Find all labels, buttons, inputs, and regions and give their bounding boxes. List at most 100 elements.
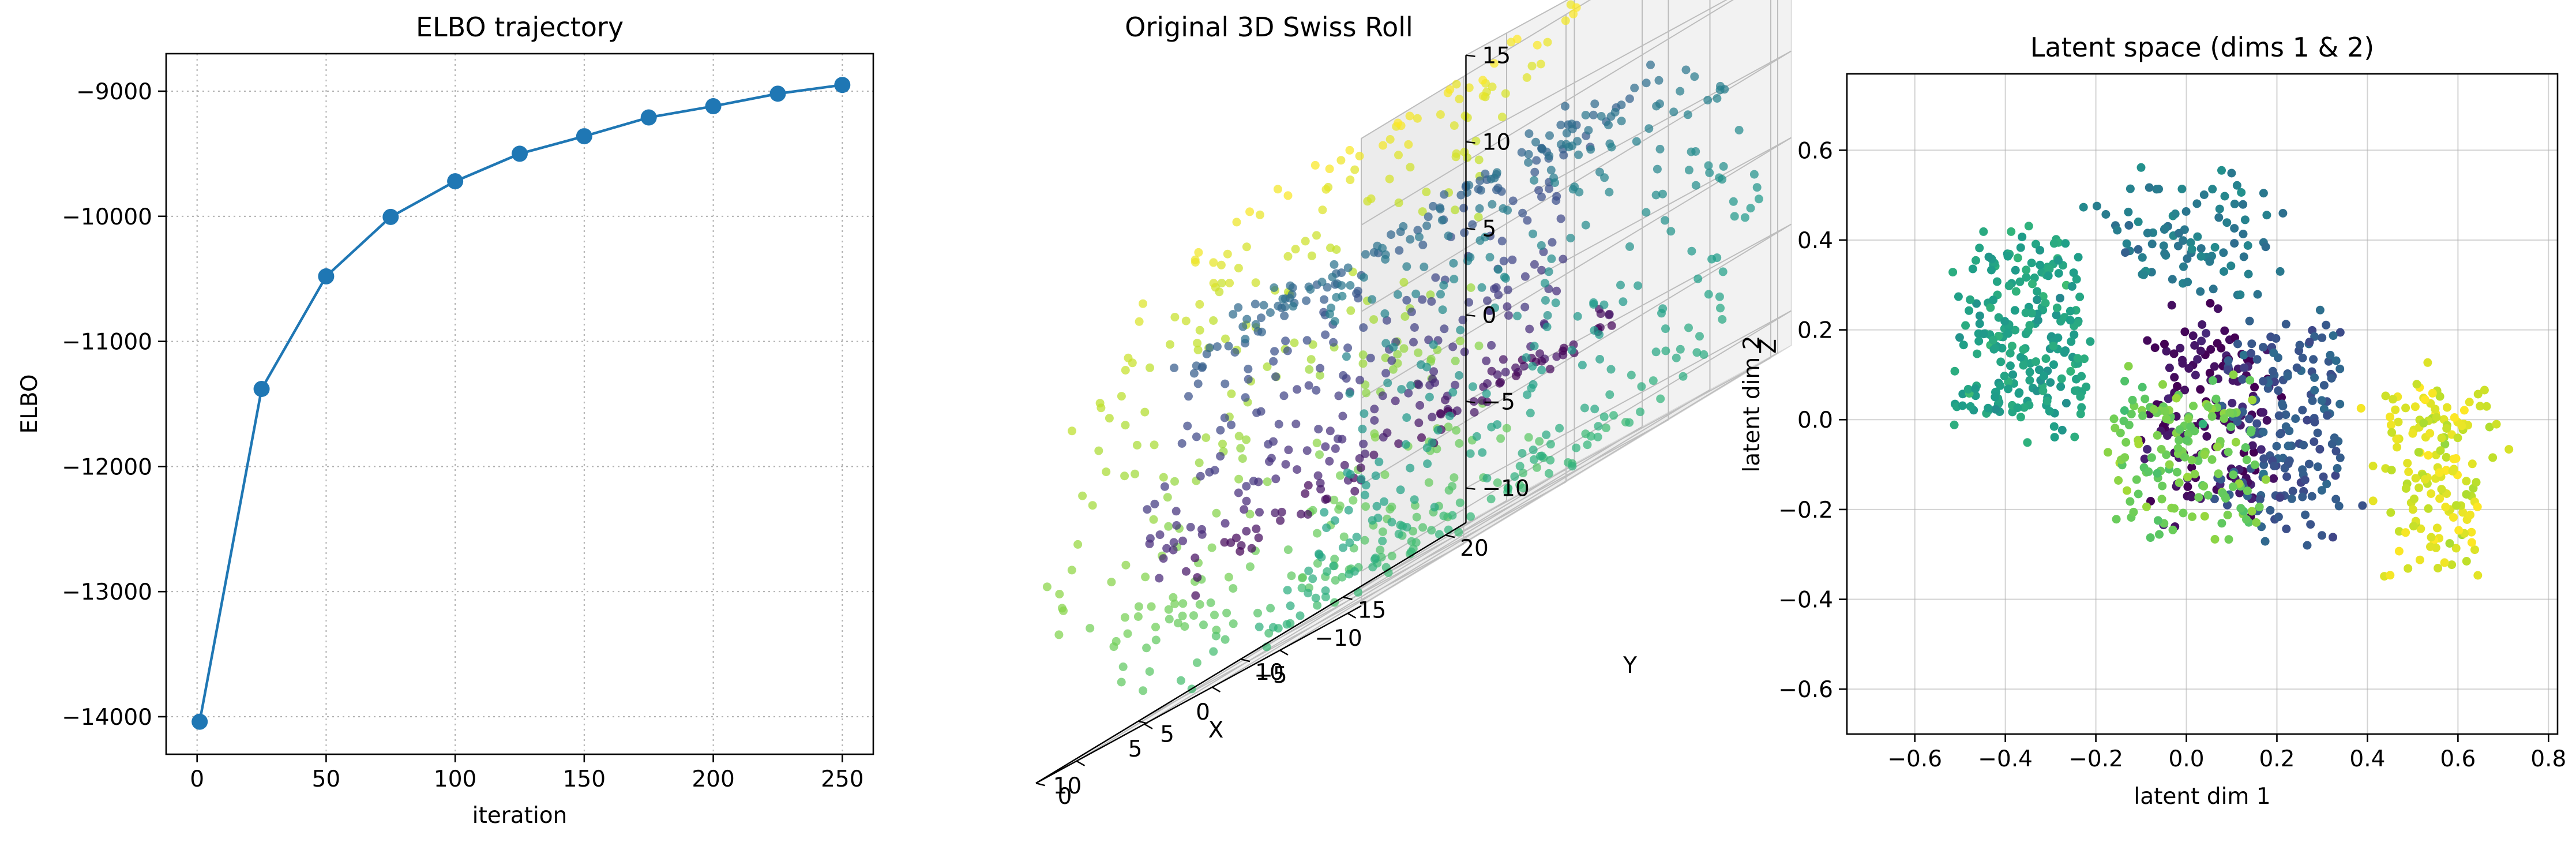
swiss-roll-point [1229, 619, 1238, 628]
swiss-roll-point [1234, 303, 1243, 312]
latent-point [2057, 425, 2067, 435]
swiss-roll-point [1517, 148, 1526, 157]
latent-point [2138, 383, 2147, 392]
swiss-roll-point [1350, 567, 1359, 576]
latent-point [2011, 325, 2020, 335]
latent-point [2011, 265, 2020, 275]
swiss-roll-point [1242, 527, 1251, 536]
latent-point [2272, 441, 2281, 451]
swiss-roll-point [1513, 312, 1522, 321]
latent-point [2335, 399, 2345, 409]
swiss-roll-point [1331, 576, 1340, 585]
latent-point [2425, 429, 2435, 438]
swiss-roll-point [1543, 311, 1552, 320]
swiss-roll-point [1508, 196, 1518, 205]
swiss-roll-point [1422, 221, 1432, 230]
latent-point [2187, 463, 2196, 472]
latent-point [2182, 436, 2191, 445]
latent-point [2268, 366, 2277, 376]
swiss-roll-point [1527, 384, 1536, 393]
latent-point [2184, 364, 2194, 373]
swiss-roll-point [1257, 327, 1266, 336]
latent-point [2033, 316, 2042, 325]
swiss-roll-point [1241, 393, 1250, 402]
latent-point [2253, 290, 2262, 299]
latent-point [2007, 342, 2017, 351]
latent-point [2404, 467, 2413, 477]
swiss-roll-point [1528, 362, 1537, 371]
latent-point [2045, 407, 2054, 415]
latent-point [2207, 412, 2217, 421]
swiss-roll-point [1429, 367, 1439, 376]
swiss-roll-point [1276, 516, 1285, 525]
swiss-roll-point [1704, 290, 1713, 299]
latent-point [2248, 441, 2257, 450]
latent-point [2459, 406, 2469, 415]
swiss-roll-point [1540, 279, 1549, 288]
swiss-roll-point [1209, 316, 1218, 325]
swiss-roll-point [1574, 150, 1583, 159]
swiss-roll-point [1687, 246, 1696, 256]
swiss-roll-point [1522, 353, 1531, 362]
latent-point [2409, 522, 2418, 531]
latent-space-chart: Latent space (dims 1 & 2) −0.6 −0.4 −0.2 0.… [1739, 32, 2566, 810]
swiss-roll-point [1325, 164, 1334, 174]
latent-point [2269, 474, 2278, 483]
swiss-roll-point [1562, 129, 1571, 138]
latent-point [2473, 390, 2483, 399]
latent-point [2412, 380, 2421, 389]
swiss-roll-y-axis-label: Y [1623, 653, 1637, 679]
latent-y-tick-label: −0.2 [1778, 497, 1833, 523]
swiss-roll-point [1532, 156, 1541, 165]
swiss-roll-point [1132, 440, 1141, 450]
swiss-roll-point [1625, 418, 1634, 427]
swiss-roll-point [1378, 391, 1387, 400]
latent-point [2244, 269, 2253, 279]
swiss-roll-point [1475, 176, 1485, 185]
elbo-y-tick-label: −10000 [62, 204, 152, 230]
swiss-roll-point [1466, 253, 1475, 262]
swiss-roll-point [1474, 212, 1483, 222]
latent-point [2180, 452, 2190, 462]
swiss-roll-point [1729, 197, 1738, 206]
swiss-roll-point [1676, 345, 1685, 354]
swiss-roll-point [1360, 536, 1369, 545]
latent-point [2449, 465, 2458, 474]
latent-point [2050, 433, 2059, 442]
swiss-roll-point [1537, 451, 1546, 461]
swiss-roll-point [1651, 347, 1661, 357]
latent-point [2281, 410, 2290, 420]
latent-point [2441, 503, 2450, 511]
latent-point [1996, 381, 2005, 390]
latent-point [2120, 406, 2129, 415]
swiss-roll-point [1683, 110, 1692, 119]
swiss-roll-point [1344, 506, 1353, 515]
latent-point [2330, 433, 2339, 443]
latent-point [2197, 336, 2206, 346]
swiss-roll-point [1361, 250, 1370, 259]
swiss-roll-point [1301, 237, 1310, 246]
swiss-roll-point [1752, 183, 1762, 192]
swiss-roll-point [1704, 161, 1713, 170]
latent-point [2022, 273, 2031, 282]
latent-point [2285, 456, 2294, 465]
latent-point [2205, 257, 2214, 266]
swiss-roll-point [1334, 391, 1343, 400]
swiss-roll-point [1055, 590, 1064, 598]
swiss-roll-point [1555, 424, 1564, 433]
swiss-roll-point [1159, 473, 1168, 482]
swiss-roll-point [1216, 260, 1226, 269]
swiss-roll-point [1283, 346, 1292, 355]
swiss-roll-point [1439, 280, 1448, 290]
latent-point [2101, 210, 2111, 219]
elbo-y-tick-label: −12000 [62, 454, 152, 480]
swiss-roll-point [1186, 523, 1195, 531]
latent-point [2069, 268, 2078, 278]
swiss-roll-point [1240, 505, 1249, 514]
latent-point [1971, 384, 1980, 393]
latent-point [2183, 473, 2192, 482]
swiss-roll-point [1321, 593, 1330, 601]
latent-point [1973, 349, 1982, 358]
latent-y-tick-label: 0.0 [1797, 407, 1833, 433]
